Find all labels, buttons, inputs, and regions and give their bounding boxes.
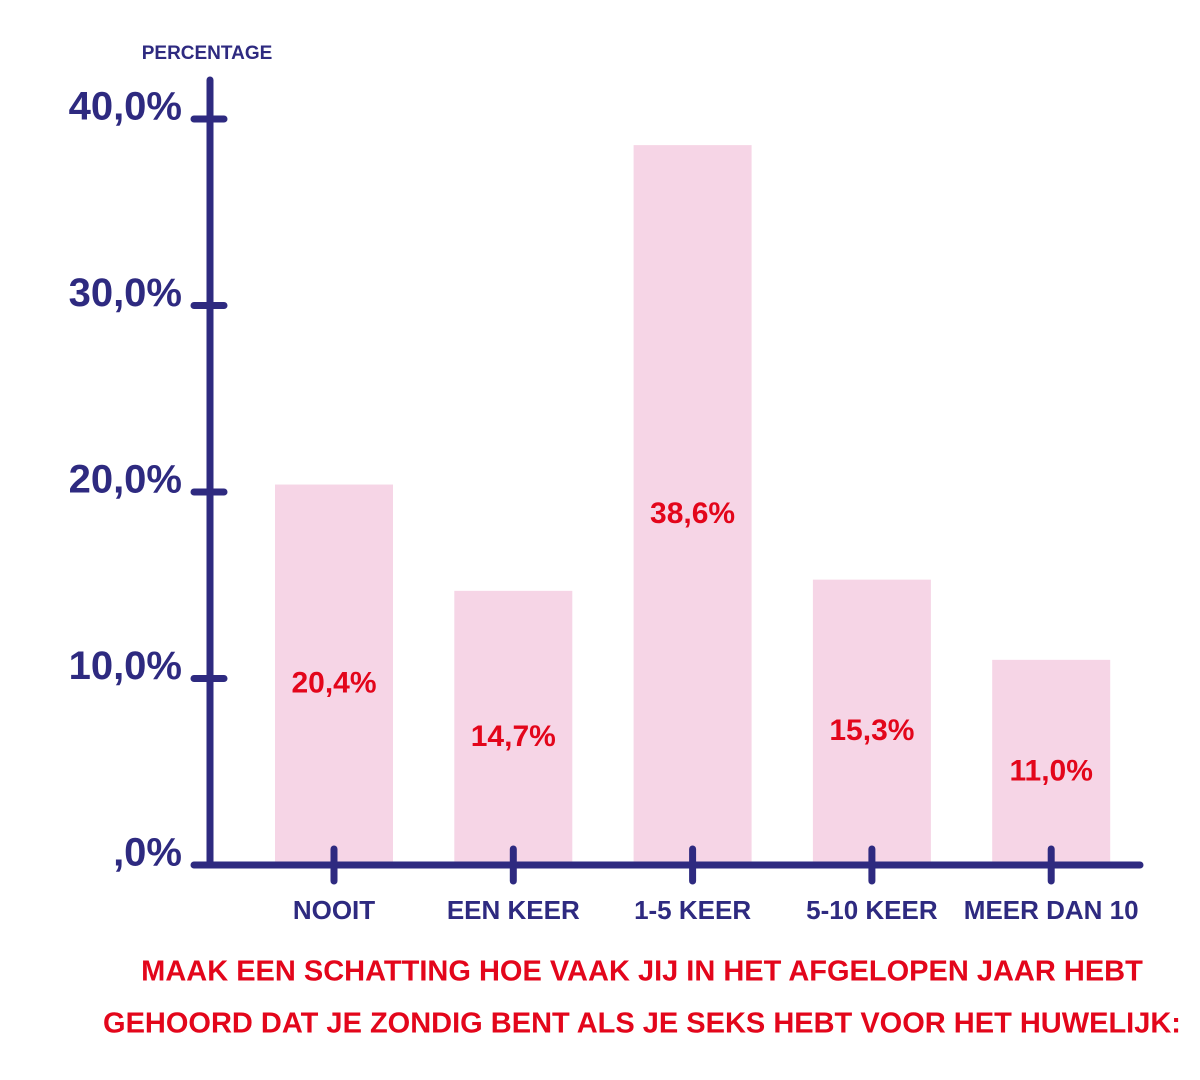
x-tick-label: 5-10 KEER [806, 895, 938, 925]
x-tick-label: NOOIT [293, 895, 375, 925]
data-label: 38,6% [650, 497, 735, 530]
y-tick-label: 30,0% [69, 271, 182, 315]
y-axis-label: PERCENTAGE [142, 43, 273, 64]
y-tick-label: 10,0% [69, 644, 182, 688]
bar [454, 590, 573, 865]
x-tick-label: MEER DAN 10 [964, 895, 1139, 925]
x-tick-label: 1-5 KEER [634, 895, 751, 925]
bar [633, 145, 752, 866]
x-tick-label: EEN KEER [447, 895, 580, 925]
bar [812, 579, 931, 865]
chart-title: MAAK EEN SCHATTING HOE VAAK JIJ IN HET A… [141, 956, 1143, 988]
y-tick-label: ,0% [113, 831, 182, 875]
y-tick-label: 20,0% [69, 458, 182, 502]
chart-title: GEHOORD DAT JE ZONDIG BENT ALS JE SEKS H… [103, 1008, 1181, 1040]
bar [992, 659, 1111, 865]
data-label: 14,7% [471, 720, 556, 753]
bar [275, 484, 393, 865]
data-label: 11,0% [1009, 754, 1092, 787]
y-tick-label: 40,0% [69, 85, 182, 129]
data-label: 20,4% [291, 667, 376, 700]
data-label: 15,3% [829, 714, 914, 747]
